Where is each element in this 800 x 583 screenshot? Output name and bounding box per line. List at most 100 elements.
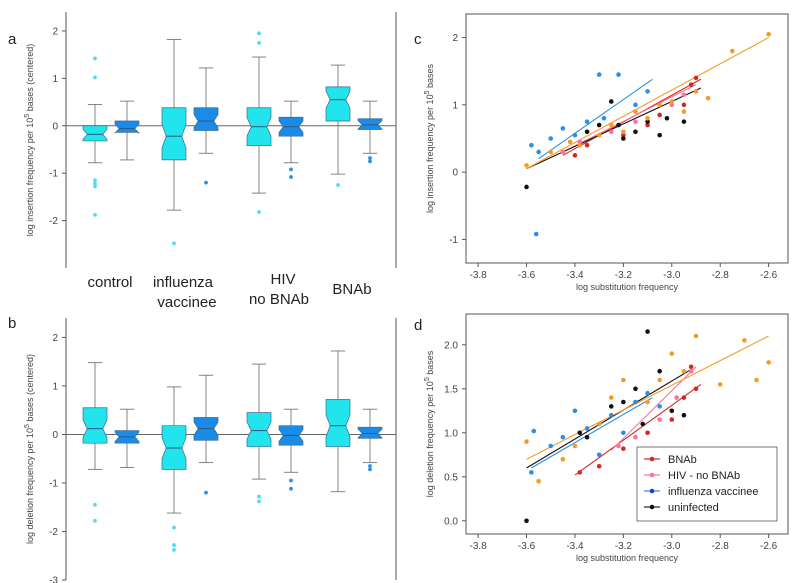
y-tick-label: 1.5 — [444, 384, 458, 395]
data-point — [548, 136, 554, 141]
outlier-point — [93, 75, 97, 80]
data-point — [674, 395, 679, 400]
data-point — [669, 408, 675, 414]
data-point — [608, 122, 614, 128]
data-point — [560, 149, 566, 155]
data-point — [645, 89, 650, 94]
y-tick-label: 1 — [52, 74, 58, 85]
x-tick-label: -3.0 — [663, 541, 681, 552]
data-point — [657, 368, 662, 374]
group-label-influenza: influenza — [153, 274, 214, 291]
box-light — [82, 125, 108, 142]
data-point — [633, 434, 638, 440]
outlier-point — [93, 518, 97, 523]
data-point — [567, 139, 573, 145]
data-point — [681, 102, 687, 108]
y-tick-label: 0 — [52, 430, 58, 441]
box-dark — [357, 118, 383, 130]
data-point — [742, 338, 747, 343]
data-point — [584, 119, 590, 124]
data-point — [572, 153, 578, 158]
data-point — [536, 478, 541, 484]
y-tick-label: 1 — [52, 381, 58, 392]
fit-line — [538, 78, 653, 160]
outlier-point — [368, 156, 372, 160]
data-point — [577, 142, 583, 148]
plot-frame — [465, 13, 789, 264]
data-point — [596, 421, 602, 427]
outlier-point — [368, 464, 372, 468]
data-point — [601, 116, 607, 121]
legend-label-bnab: BNAb — [668, 454, 697, 466]
data-point — [608, 129, 614, 135]
y-tick-label: -2 — [49, 216, 58, 227]
y-tick-label: 2.0 — [444, 340, 458, 351]
y-tick-label: 2 — [452, 33, 458, 44]
data-point — [669, 99, 675, 104]
data-point — [529, 470, 534, 475]
data-point — [524, 184, 529, 190]
data-point — [616, 122, 621, 128]
scatter-deletion: -3.8 -3.6 -3.4 -3.2 -3.0 -2.8 -2.6 2.0 1.5 1.0 0.5… — [424, 313, 789, 563]
panel-label-d: d — [414, 317, 422, 334]
data-point — [608, 395, 614, 400]
data-point — [621, 132, 626, 138]
x-tick-label: -3.2 — [615, 270, 633, 281]
data-point — [584, 129, 590, 135]
outlier-point — [257, 499, 261, 504]
data-point — [681, 92, 687, 98]
data-point — [693, 333, 699, 339]
panel-label-c: c — [414, 31, 422, 48]
legend-label-flu: influenza vaccinee — [668, 486, 759, 498]
outlier-point — [93, 181, 97, 186]
data-point — [584, 142, 590, 148]
y-tick-label: 2 — [52, 333, 58, 344]
data-point — [524, 439, 529, 444]
y-tick-label: 0.5 — [444, 472, 458, 483]
outlier-point — [368, 467, 372, 472]
fit-line — [526, 87, 702, 170]
data-point — [572, 132, 578, 138]
panel-label-b: b — [8, 315, 16, 332]
group-label-control: control — [87, 274, 132, 291]
legend-dot-flu — [649, 488, 655, 494]
legend-dot-hiv — [649, 472, 655, 478]
plot-frame — [465, 313, 789, 535]
data-point — [584, 434, 590, 440]
x-tick-label: -3.2 — [615, 541, 633, 552]
x-tick-label: -2.6 — [760, 270, 778, 281]
outlier-point — [257, 31, 261, 36]
data-point — [681, 368, 687, 374]
x-tick-label: -3.4 — [566, 541, 584, 552]
group-label-hiv: HIV — [270, 271, 295, 288]
group-label-no-bnab: no BNAb — [249, 291, 309, 308]
data-point — [621, 377, 626, 383]
data-point — [596, 122, 602, 128]
data-point — [669, 351, 675, 356]
box-light — [325, 399, 351, 447]
x-tick-label: -2.6 — [760, 541, 778, 552]
data-point — [657, 102, 662, 108]
outlier-point — [204, 490, 208, 495]
y-tick-label: 1 — [452, 100, 458, 111]
x-tick-label: -2.8 — [712, 270, 730, 281]
box-light — [246, 412, 272, 447]
data-point — [596, 72, 602, 77]
data-point — [633, 399, 638, 405]
x-tick-label: -3.4 — [566, 270, 584, 281]
data-point — [621, 446, 626, 451]
data-point — [621, 430, 626, 436]
outlier-point — [289, 478, 293, 483]
y-tick-label: -1 — [449, 235, 458, 246]
data-point — [531, 428, 537, 434]
y-tick-label: 2 — [52, 26, 58, 37]
outlier-point — [289, 486, 293, 491]
data-point — [705, 95, 711, 101]
data-point — [645, 119, 650, 124]
y-tick-label: -1 — [49, 478, 58, 489]
outlier-point — [172, 525, 176, 530]
data-point — [572, 443, 578, 449]
data-point — [681, 109, 687, 114]
data-point — [754, 377, 759, 383]
